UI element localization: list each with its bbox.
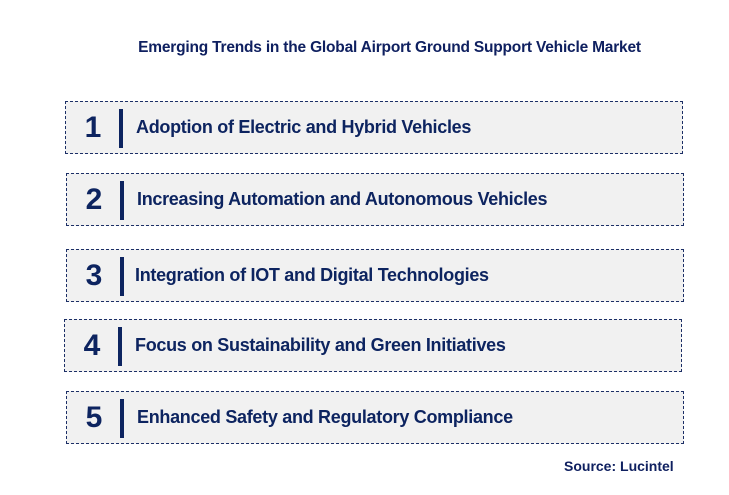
trend-label: Adoption of Electric and Hybrid Vehicles: [136, 117, 472, 137]
trend-label: Enhanced Safety and Regulatory Complianc…: [137, 407, 513, 427]
divider-bar: [120, 257, 124, 296]
divider-bar: [119, 109, 123, 148]
trend-number: 4: [83, 328, 101, 362]
trend-label: Integration of IOT and Digital Technolog…: [135, 265, 489, 285]
trend-number: 5: [85, 400, 103, 434]
trend-label: Increasing Automation and Autonomous Veh…: [137, 189, 548, 209]
trend-number: 3: [85, 258, 103, 292]
trend-item-3: 3 Integration of IOT and Digital Technol…: [66, 249, 684, 302]
trend-number: 2: [85, 182, 103, 216]
divider-bar: [118, 327, 122, 366]
trend-item-4: 4 Focus on Sustainability and Green Init…: [64, 319, 682, 372]
trend-number: 1: [84, 110, 102, 144]
trend-item-5: 5 Enhanced Safety and Regulatory Complia…: [66, 391, 684, 444]
source-credit: Source: Lucintel: [564, 458, 674, 474]
diagram-title: Emerging Trends in the Global Airport Gr…: [138, 39, 641, 56]
trend-item-2: 2 Increasing Automation and Autonomous V…: [66, 173, 684, 226]
divider-bar: [120, 399, 124, 438]
trend-label: Focus on Sustainability and Green Initia…: [135, 335, 506, 355]
divider-bar: [120, 181, 124, 220]
trend-item-1: 1 Adoption of Electric and Hybrid Vehicl…: [65, 101, 683, 154]
